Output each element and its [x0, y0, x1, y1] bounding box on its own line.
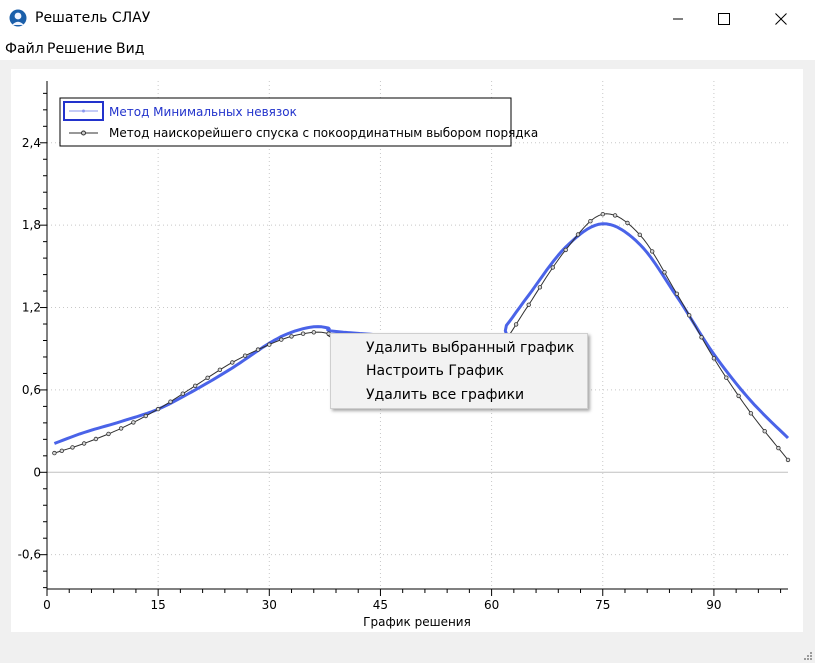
series-point-steepest-descent	[59, 448, 64, 453]
series-point-steepest-descent	[550, 265, 555, 270]
x-tick-label: 75	[595, 598, 610, 612]
chart-grid	[47, 81, 788, 589]
series-point-steepest-descent	[106, 431, 111, 437]
series-point-steepest-descent	[155, 406, 161, 412]
series-point-steepest-descent	[279, 337, 284, 342]
title-bar: Решатель СЛАУ	[0, 0, 815, 38]
series-point-steepest-descent	[637, 232, 642, 237]
series-point-steepest-descent	[650, 249, 655, 254]
menu-view[interactable]: Вид	[116, 41, 145, 57]
series-point-steepest-descent	[131, 420, 136, 425]
legend-marker-series-1	[82, 109, 85, 113]
chart-legend[interactable]: Метод Минимальных невязок Метод наискоре…	[59, 97, 538, 147]
series-point-steepest-descent	[588, 218, 593, 224]
series-point-steepest-descent	[526, 302, 531, 307]
legend-marker-series-2	[81, 130, 86, 136]
series-point-steepest-descent	[575, 232, 581, 237]
x-tick-label: 0	[43, 598, 51, 612]
series-point-steepest-descent	[242, 353, 248, 358]
series-point-steepest-descent	[255, 347, 261, 352]
user-avatar-icon	[9, 9, 27, 27]
series-point-steepest-descent	[70, 445, 75, 450]
status-bar	[0, 641, 815, 663]
series-point-steepest-descent	[776, 445, 781, 451]
minimize-icon	[673, 18, 683, 20]
maximize-button[interactable]	[701, 0, 747, 38]
series-point-steepest-descent	[687, 313, 692, 318]
series-point-steepest-descent	[563, 247, 568, 253]
series-point-steepest-descent	[762, 429, 767, 434]
series-point-steepest-descent	[118, 426, 124, 431]
series-point-steepest-descent	[711, 356, 717, 361]
series-point-steepest-descent	[600, 211, 605, 217]
y-tick-label: 0	[33, 465, 41, 479]
series-point-steepest-descent	[267, 342, 272, 347]
x-tick-label: 90	[706, 598, 721, 612]
series-point-steepest-descent	[724, 375, 729, 380]
series-point-steepest-descent	[52, 450, 57, 456]
menu-item-delete-all-graphs[interactable]: Удалить все графики	[366, 387, 525, 403]
chart-axes: 0 15 30 45 60 75 90 -0,6 0 0,6 1,2 1,8 2,4	[18, 81, 788, 612]
series-point-steepest-descent	[537, 285, 543, 290]
legend-label-series-1[interactable]: Метод Минимальных невязок	[109, 105, 297, 119]
y-tick-label: 2,4	[22, 136, 41, 150]
menu-item-configure-graph[interactable]: Настроить График	[366, 363, 504, 379]
x-tick-label: 15	[151, 598, 166, 612]
menu-item-delete-selected-graph[interactable]: Удалить выбранный график	[366, 340, 575, 356]
menu-bar: Файл Решение Вид	[0, 38, 815, 60]
y-tick-label: 0,6	[22, 383, 41, 397]
series-point-steepest-descent	[168, 399, 173, 404]
series-point-steepest-descent	[217, 367, 223, 372]
menu-file[interactable]: Файл	[5, 41, 44, 57]
series-point-steepest-descent	[311, 330, 316, 335]
x-tick-label: 30	[262, 598, 277, 612]
series-point-steepest-descent	[699, 335, 704, 340]
series-point-steepest-descent	[748, 411, 754, 416]
close-icon	[775, 13, 787, 25]
window-title: Решатель СЛАУ	[35, 10, 151, 26]
x-axis-label: График решения	[363, 615, 471, 629]
y-tick-label: 1,8	[22, 218, 41, 232]
series-point-steepest-descent	[180, 391, 185, 396]
series-point-steepest-descent	[81, 441, 87, 446]
context-menu[interactable]: Удалить выбранный график Настроить Графи…	[330, 333, 588, 409]
series-point-steepest-descent	[513, 322, 519, 327]
minimize-button[interactable]	[655, 0, 701, 38]
x-tick-label: 45	[373, 598, 388, 612]
maximize-icon	[718, 13, 730, 25]
series-point-steepest-descent	[143, 413, 148, 419]
series-point-steepest-descent	[785, 457, 791, 463]
legend-label-series-2[interactable]: Метод наискорейшего спуска с покоординат…	[109, 126, 538, 140]
resize-grip-icon[interactable]	[802, 650, 812, 660]
series-point-steepest-descent	[674, 291, 680, 296]
menu-solution[interactable]: Решение	[47, 41, 113, 57]
series-point-steepest-descent	[205, 375, 210, 380]
series-point-steepest-descent	[625, 220, 630, 226]
series-point-steepest-descent	[230, 360, 235, 365]
series-point-steepest-descent	[93, 436, 99, 442]
series-point-steepest-descent	[612, 213, 618, 218]
x-tick-label: 60	[484, 598, 499, 612]
series-point-steepest-descent	[300, 331, 306, 336]
series-point-steepest-descent	[736, 393, 741, 399]
series-point-steepest-descent	[192, 383, 198, 388]
y-tick-label: -0,6	[18, 548, 41, 562]
series-point-steepest-descent	[289, 334, 294, 339]
series-point-steepest-descent	[662, 270, 667, 275]
legend-frame	[59, 97, 512, 147]
legend-selection-box	[63, 101, 104, 121]
close-button[interactable]	[758, 0, 804, 38]
y-tick-label: 1,2	[22, 301, 41, 315]
